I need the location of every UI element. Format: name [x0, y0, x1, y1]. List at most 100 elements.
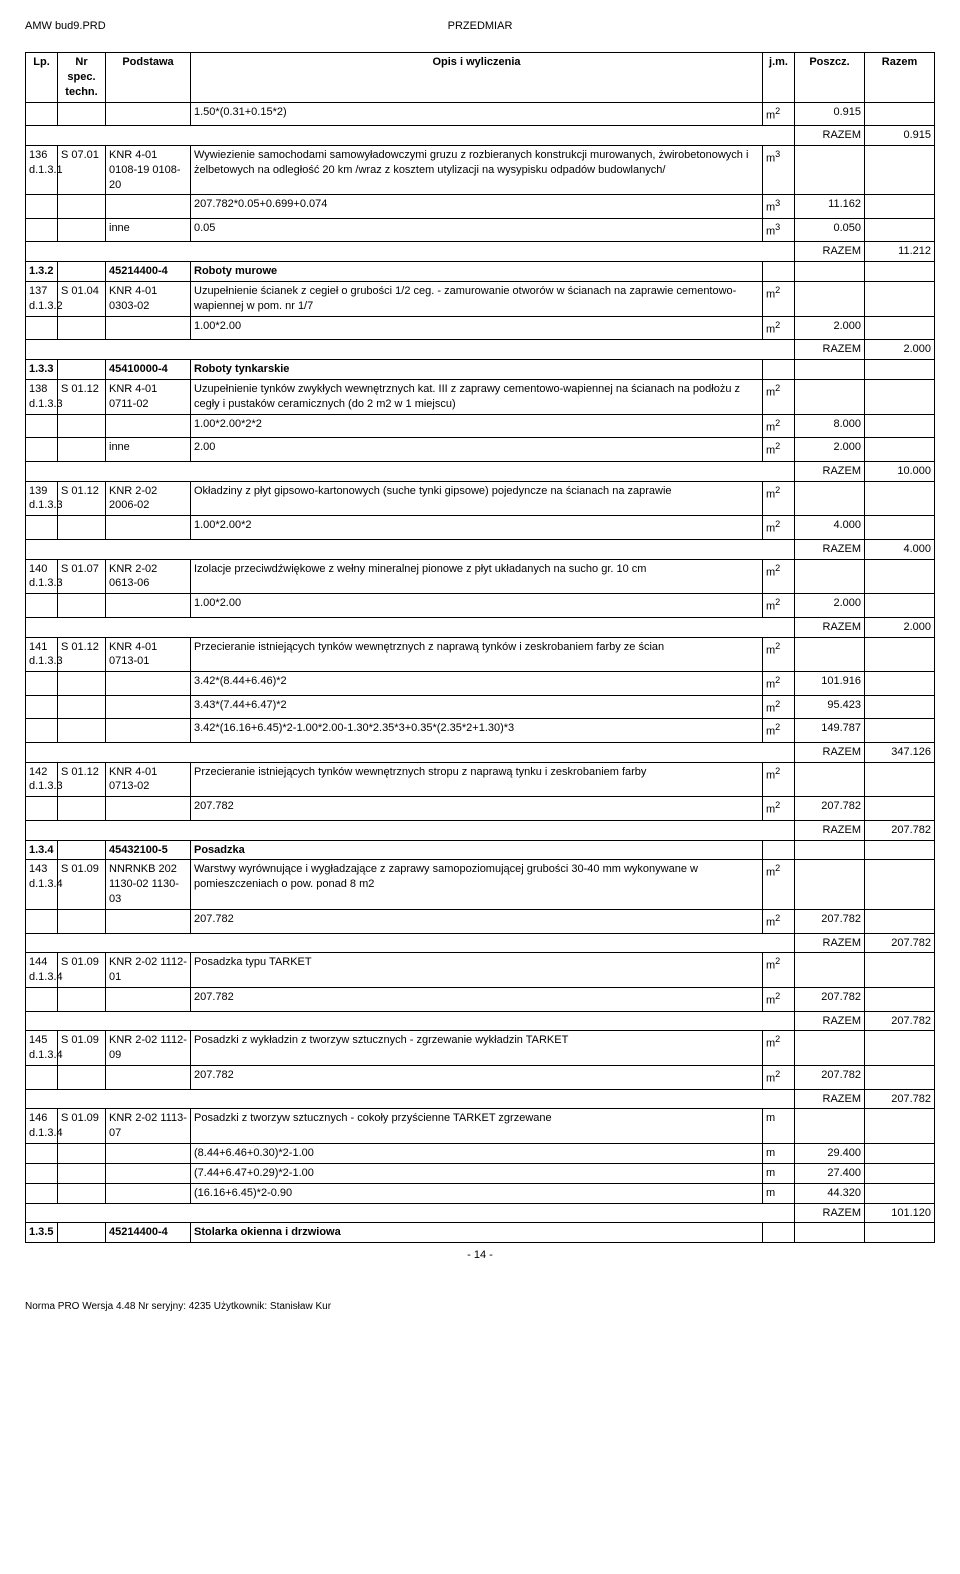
cell-razem — [865, 910, 935, 934]
cell-lp: 1.3.2 — [26, 262, 58, 282]
table-row: RAZEM0.915 — [26, 126, 935, 146]
cell-razem — [865, 438, 935, 462]
cell-nr: S 01.12 — [58, 637, 106, 672]
razem-label: RAZEM — [795, 461, 865, 481]
cell-nr: S 07.01 — [58, 145, 106, 195]
cell-opis: Wywiezienie samochodami samowyładowczymi… — [191, 145, 763, 195]
razem-value: 0.915 — [865, 126, 935, 146]
cell-razem — [865, 594, 935, 618]
cell-lp — [26, 1163, 58, 1183]
razem-label: RAZEM — [795, 1089, 865, 1109]
cell-lp: 138 d.1.3.3 — [26, 379, 58, 414]
razem-label: RAZEM — [795, 617, 865, 637]
col-jm: j.m. — [763, 53, 795, 103]
cell-jm: m2 — [763, 379, 795, 414]
col-poszcz: Poszcz. — [795, 53, 865, 103]
cell-lp: 1.3.4 — [26, 840, 58, 860]
cell-nr: S 01.12 — [58, 379, 106, 414]
cell-nr — [58, 316, 106, 340]
col-razem: Razem — [865, 53, 935, 103]
cell-razem — [865, 316, 935, 340]
cell-razem — [865, 379, 935, 414]
cell-nr — [58, 360, 106, 380]
cell-lp — [26, 1066, 58, 1090]
cell-jm: m3 — [763, 195, 795, 219]
table-row: 3.42*(8.44+6.46)*2m2101.916 — [26, 672, 935, 696]
table-row: inne0.05m30.050 — [26, 218, 935, 242]
cell-podstawa: KNR 2-02 1112-09 — [106, 1031, 191, 1066]
table-row: 1.00*2.00*2m24.000 — [26, 516, 935, 540]
razem-value: 4.000 — [865, 539, 935, 559]
cell-poszcz: 29.400 — [795, 1144, 865, 1164]
cell-razem — [865, 637, 935, 672]
razem-spacer — [26, 1203, 795, 1223]
cell-razem — [865, 953, 935, 988]
cell-jm: m2 — [763, 762, 795, 797]
cell-opis: Przecieranie istniejących tynków wewnętr… — [191, 637, 763, 672]
cell-razem — [865, 516, 935, 540]
table-row: (7.44+6.47+0.29)*2-1.00m27.400 — [26, 1163, 935, 1183]
cell-nr — [58, 195, 106, 219]
cell-poszcz — [795, 282, 865, 317]
table-row: 140 d.1.3.3S 01.07KNR 2-02 0613-06Izolac… — [26, 559, 935, 594]
cell-razem — [865, 695, 935, 719]
razem-value: 10.000 — [865, 461, 935, 481]
cell-podstawa: KNR 4-01 0711-02 — [106, 379, 191, 414]
cell-opis: 207.782 — [191, 988, 763, 1012]
cell-podstawa — [106, 988, 191, 1012]
razem-spacer — [26, 539, 795, 559]
cell-lp — [26, 988, 58, 1012]
cell-lp: 145 d.1.3.4 — [26, 1031, 58, 1066]
table-row: RAZEM207.782 — [26, 933, 935, 953]
cell-jm: m — [763, 1163, 795, 1183]
razem-value: 207.782 — [865, 1089, 935, 1109]
razem-spacer — [26, 461, 795, 481]
cell-lp — [26, 1183, 58, 1203]
cell-poszcz: 149.787 — [795, 719, 865, 743]
table-row: 207.782m2207.782 — [26, 1066, 935, 1090]
cell-poszcz: 2.000 — [795, 316, 865, 340]
cell-jm: m2 — [763, 481, 795, 516]
cell-nr — [58, 719, 106, 743]
table-row: 138 d.1.3.3S 01.12KNR 4-01 0711-02Uzupeł… — [26, 379, 935, 414]
cell-nr — [58, 840, 106, 860]
cell-nr — [58, 988, 106, 1012]
table-row: 1.3.3 45410000-4Roboty tynkarskie — [26, 360, 935, 380]
razem-spacer — [26, 126, 795, 146]
col-nr: Nr spec. techn. — [58, 53, 106, 103]
table-row: 207.782*0.05+0.699+0.074m311.162 — [26, 195, 935, 219]
cell-lp — [26, 218, 58, 242]
table-row: 136 d.1.3.1S 07.01KNR 4-01 0108-19 0108-… — [26, 145, 935, 195]
cell-razem — [865, 988, 935, 1012]
cell-lp — [26, 695, 58, 719]
table-row: 1.50*(0.31+0.15*2)m20.915 — [26, 102, 935, 126]
razem-label: RAZEM — [795, 126, 865, 146]
cell-opis: 207.782 — [191, 797, 763, 821]
cell-jm: m2 — [763, 594, 795, 618]
cell-lp — [26, 414, 58, 438]
cell-podstawa — [106, 695, 191, 719]
cell-opis: Roboty tynkarskie — [191, 360, 763, 380]
cell-razem — [865, 559, 935, 594]
table-row: 139 d.1.3.3S 01.12KNR 2-02 2006-02Okładz… — [26, 481, 935, 516]
cell-lp — [26, 102, 58, 126]
cell-nr — [58, 797, 106, 821]
cell-nr — [58, 262, 106, 282]
cell-opis: (7.44+6.47+0.29)*2-1.00 — [191, 1163, 763, 1183]
table-row: 1.00*2.00m22.000 — [26, 594, 935, 618]
cell-podstawa: KNR 4-01 0108-19 0108-20 — [106, 145, 191, 195]
cell-jm: m2 — [763, 516, 795, 540]
cell-razem — [865, 218, 935, 242]
cell-lp: 141 d.1.3.3 — [26, 637, 58, 672]
cell-poszcz — [795, 360, 865, 380]
cell-opis: 207.782 — [191, 1066, 763, 1090]
cell-razem — [865, 360, 935, 380]
razem-label: RAZEM — [795, 742, 865, 762]
cell-poszcz — [795, 262, 865, 282]
razem-value: 347.126 — [865, 742, 935, 762]
cell-nr — [58, 1066, 106, 1090]
table-row: 1.00*2.00*2*2m28.000 — [26, 414, 935, 438]
cell-lp — [26, 316, 58, 340]
cell-poszcz: 44.320 — [795, 1183, 865, 1203]
table-row: 1.3.5 45214400-4Stolarka okienna i drzwi… — [26, 1223, 935, 1243]
